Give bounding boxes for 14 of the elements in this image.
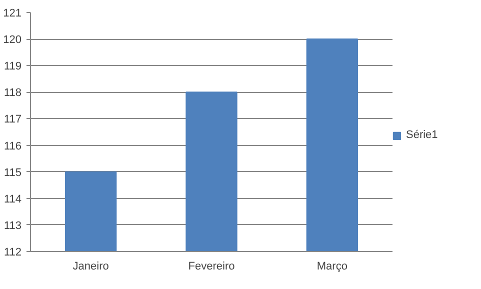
y-tick-label: 120	[3, 34, 22, 46]
x-tick-label: Março	[316, 260, 348, 272]
y-tick-label: 117	[4, 114, 22, 126]
y-tick-label: 114	[4, 193, 22, 206]
y-tick-label: 115	[4, 166, 22, 179]
y-tick-label: 116	[4, 140, 22, 152]
x-tick-label: Fevereiro	[188, 260, 235, 272]
y-tick-label: 119	[4, 60, 22, 73]
y-tick-label: 121	[3, 8, 22, 20]
y-tick-label: 112	[4, 246, 22, 258]
y-tick-label: 113	[4, 220, 22, 232]
legend-label: Série1	[406, 129, 438, 141]
y-tick-label: 118	[4, 87, 22, 100]
x-tick-label: Janeiro	[72, 260, 109, 272]
